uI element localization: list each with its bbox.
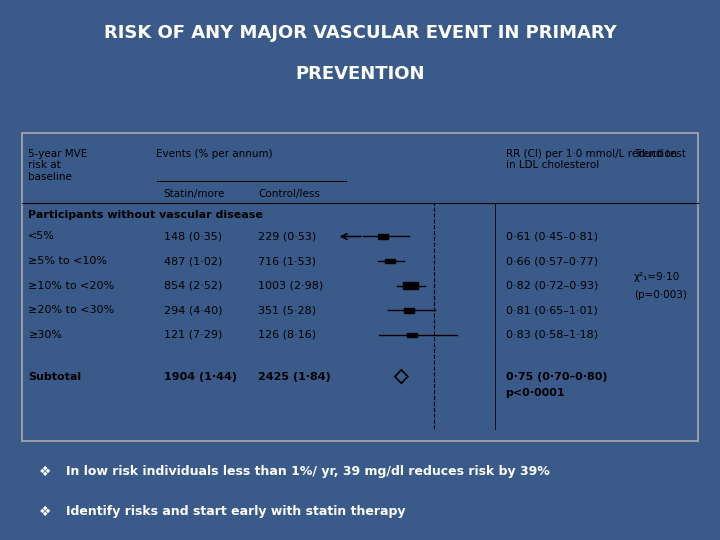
Text: Subtotal: Subtotal [28, 372, 81, 382]
Text: Trend test: Trend test [634, 149, 686, 159]
Bar [403, 282, 418, 289]
Bar [378, 234, 388, 239]
Text: 5-year MVE
risk at
baseline: 5-year MVE risk at baseline [28, 149, 88, 182]
Text: 351 (5·28): 351 (5·28) [258, 305, 317, 315]
Text: Statin/more: Statin/more [163, 189, 225, 199]
Bar [404, 308, 414, 313]
Text: 1003 (2·98): 1003 (2·98) [258, 281, 324, 291]
Text: 0·81 (0·65–1·01): 0·81 (0·65–1·01) [505, 305, 598, 315]
Text: ≥5% to <10%: ≥5% to <10% [28, 256, 107, 266]
Text: 0·66 (0·57–0·77): 0·66 (0·57–0·77) [505, 256, 598, 266]
Text: 1904 (1·44): 1904 (1·44) [163, 372, 237, 382]
Text: (p=0·003): (p=0·003) [634, 290, 687, 300]
Text: 121 (7·29): 121 (7·29) [163, 330, 222, 340]
Text: ≥30%: ≥30% [28, 330, 63, 340]
Text: RISK OF ANY MAJOR VASCULAR EVENT IN PRIMARY: RISK OF ANY MAJOR VASCULAR EVENT IN PRIM… [104, 24, 616, 42]
Text: 0·83 (0·58–1·18): 0·83 (0·58–1·18) [505, 330, 598, 340]
Text: 854 (2·52): 854 (2·52) [163, 281, 222, 291]
Text: ≥10% to <20%: ≥10% to <20% [28, 281, 114, 291]
Text: ❖: ❖ [39, 505, 51, 518]
Text: 0·61 (0·45–0·81): 0·61 (0·45–0·81) [505, 232, 598, 241]
Text: <5%: <5% [28, 232, 55, 241]
Text: 0·82 (0·72–0·93): 0·82 (0·72–0·93) [505, 281, 598, 291]
Bar [407, 333, 417, 338]
Text: ≥20% to <30%: ≥20% to <30% [28, 305, 114, 315]
Text: Participants without vascular disease: Participants without vascular disease [28, 210, 264, 220]
Text: 0·75 (0·70–0·80): 0·75 (0·70–0·80) [505, 372, 607, 382]
Text: Events (% per annum): Events (% per annum) [156, 149, 273, 159]
Text: 716 (1·53): 716 (1·53) [258, 256, 317, 266]
Text: 487 (1·02): 487 (1·02) [163, 256, 222, 266]
Text: 229 (0·53): 229 (0·53) [258, 232, 317, 241]
Text: Control/less: Control/less [258, 189, 320, 199]
Text: 148 (0·35): 148 (0·35) [163, 232, 222, 241]
Text: χ²₁=9·10: χ²₁=9·10 [634, 272, 680, 281]
Text: ❖: ❖ [39, 465, 51, 479]
Text: PREVENTION: PREVENTION [295, 65, 425, 83]
Text: Identify risks and start early with statin therapy: Identify risks and start early with stat… [66, 505, 405, 518]
Bar [384, 259, 395, 264]
Text: In low risk individuals less than 1%/ yr, 39 mg/dl reduces risk by 39%: In low risk individuals less than 1%/ yr… [66, 465, 549, 478]
Text: 294 (4·40): 294 (4·40) [163, 305, 222, 315]
Text: 126 (8·16): 126 (8·16) [258, 330, 317, 340]
Text: p<0·0001: p<0·0001 [505, 388, 565, 399]
Text: 2425 (1·84): 2425 (1·84) [258, 372, 331, 382]
Text: RR (CI) per 1·0 mmol/L reduction
in LDL cholesterol: RR (CI) per 1·0 mmol/L reduction in LDL … [505, 149, 677, 171]
